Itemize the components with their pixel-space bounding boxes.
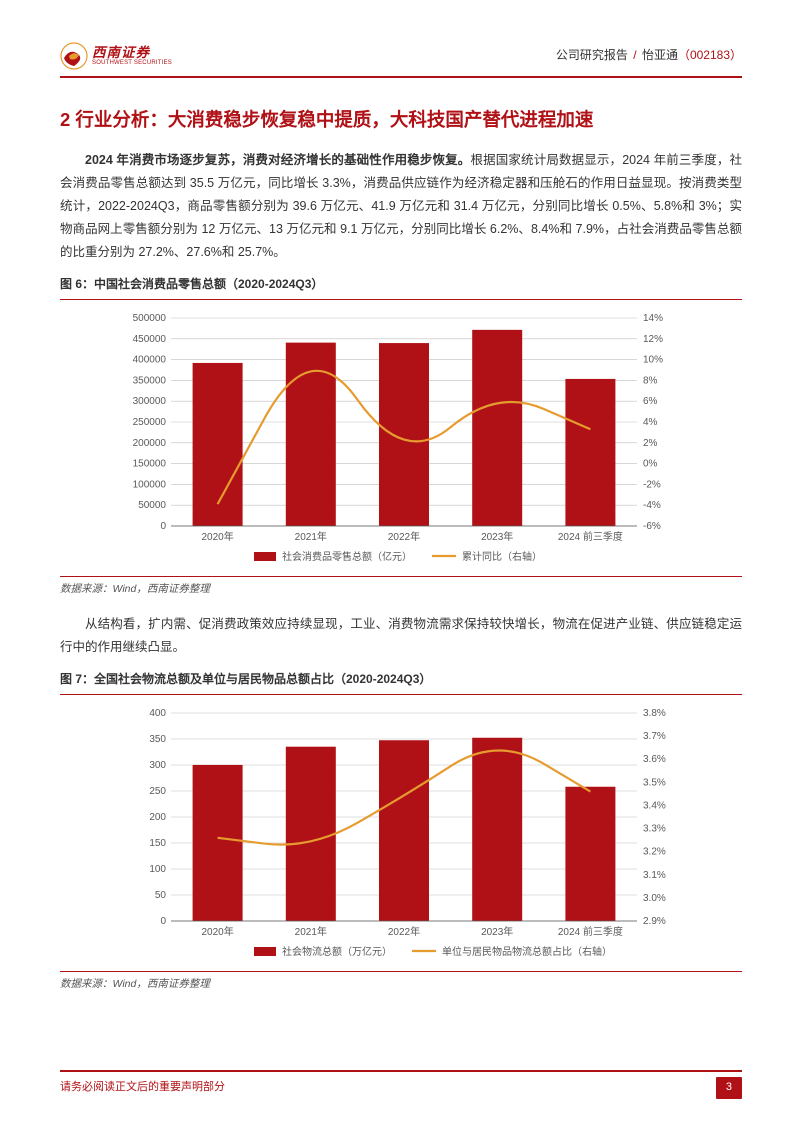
footer-text: 请务必阅读正文后的重要声明部分 [60, 1078, 225, 1098]
figure7-chart: 0 50 100 150 200 250 300 350 400 2.9% 3.0% 3.1% 3.2%… [60, 699, 742, 969]
figure6-source: 数据来源：Wind，西南证券整理 [60, 576, 742, 599]
body-para-1: 2024 年消费市场逐步复苏，消费对经济增长的基础性作用稳步恢复。根据国家统计局… [60, 149, 742, 265]
figure7-title: 图 7：全国社会物流总额及单位与居民物品总额占比（2020-2024Q3） [60, 669, 742, 695]
logo-block: 西南证券 SOUTHWEST SECURITIES [60, 42, 172, 70]
svg-text:2022年: 2022年 [388, 925, 420, 938]
svg-text:3.4%: 3.4% [643, 800, 666, 811]
svg-text:400000: 400000 [133, 354, 167, 365]
svg-text:0%: 0% [643, 458, 658, 469]
svg-text:0: 0 [160, 521, 166, 532]
svg-text:-2%: -2% [643, 479, 661, 490]
svg-text:社会消费品零售总额（亿元）: 社会消费品零售总额（亿元） [282, 550, 412, 563]
report-type: 公司研究报告 [556, 48, 628, 62]
svg-text:2022年: 2022年 [388, 530, 420, 543]
svg-text:2%: 2% [643, 438, 658, 449]
logo-text-cn: 西南证券 [92, 46, 172, 60]
svg-text:100: 100 [149, 864, 166, 875]
svg-text:500000: 500000 [133, 313, 167, 324]
figure6-chart: 0 50000 100000 150000 200000 250000 300000 3500… [60, 304, 742, 574]
svg-text:3.3%: 3.3% [643, 823, 666, 834]
page-number: 3 [716, 1077, 742, 1099]
para1-lead: 2024 年消费市场逐步复苏，消费对经济增长的基础性作用稳步恢复。 [85, 153, 470, 167]
header-right: 公司研究报告 / 怡亚通（002183） [556, 45, 742, 67]
svg-text:2020年: 2020年 [201, 925, 233, 938]
svg-text:2024 前三季度: 2024 前三季度 [558, 925, 623, 938]
svg-text:-4%: -4% [643, 500, 661, 511]
svg-text:250000: 250000 [133, 417, 167, 428]
svg-text:8%: 8% [643, 375, 658, 386]
body-para-2: 从结构看，扩内需、促消费政策效应持续显现，工业、消费物流需求保持较快增长，物流在… [60, 613, 742, 659]
svg-text:14%: 14% [643, 313, 663, 324]
svg-text:100000: 100000 [133, 479, 167, 490]
svg-text:2020年: 2020年 [201, 530, 233, 543]
svg-text:50000: 50000 [138, 500, 166, 511]
svg-text:2021年: 2021年 [295, 925, 327, 938]
svg-text:2.9%: 2.9% [643, 916, 666, 927]
svg-text:3.5%: 3.5% [643, 777, 666, 788]
svg-text:-6%: -6% [643, 521, 661, 532]
svg-text:3.2%: 3.2% [643, 846, 666, 857]
svg-text:6%: 6% [643, 396, 658, 407]
svg-text:2023年: 2023年 [481, 530, 513, 543]
svg-text:4%: 4% [643, 417, 658, 428]
svg-text:单位与居民物品物流总额占比（右轴）: 单位与居民物品物流总额占比（右轴） [442, 945, 612, 958]
svg-text:400: 400 [149, 708, 166, 719]
company-name: 怡亚通 [642, 48, 678, 62]
svg-text:200000: 200000 [133, 438, 167, 449]
svg-text:10%: 10% [643, 354, 663, 365]
svg-text:2021年: 2021年 [295, 530, 327, 543]
svg-text:3.1%: 3.1% [643, 869, 666, 880]
svg-text:累计同比（右轴）: 累计同比（右轴） [462, 550, 542, 563]
svg-text:12%: 12% [643, 334, 663, 345]
svg-text:200: 200 [149, 812, 166, 823]
svg-text:450000: 450000 [133, 334, 167, 345]
svg-text:350: 350 [149, 734, 166, 745]
para1-rest: 根据国家统计局数据显示，2024 年前三季度，社会消费品零售总额达到 35.5 … [60, 153, 742, 260]
svg-text:2023年: 2023年 [481, 925, 513, 938]
svg-text:3.8%: 3.8% [643, 708, 666, 719]
svg-text:250: 250 [149, 786, 166, 797]
svg-text:50: 50 [155, 890, 167, 901]
logo-icon [60, 42, 88, 70]
svg-text:300: 300 [149, 760, 166, 771]
figure6-title: 图 6：中国社会消费品零售总额（2020-2024Q3） [60, 274, 742, 300]
figure7-source: 数据来源：Wind，西南证券整理 [60, 971, 742, 994]
svg-text:350000: 350000 [133, 375, 167, 386]
section-title: 2 行业分析：大消费稳步恢复稳中提质，大科技国产替代进程加速 [60, 106, 742, 135]
stock-code: （002183） [678, 48, 742, 62]
svg-text:3.0%: 3.0% [643, 893, 666, 904]
svg-text:150: 150 [149, 838, 166, 849]
svg-text:300000: 300000 [133, 396, 167, 407]
svg-text:2024 前三季度: 2024 前三季度 [558, 530, 623, 543]
svg-text:3.7%: 3.7% [643, 731, 666, 742]
svg-text:150000: 150000 [133, 458, 167, 469]
page-footer: 请务必阅读正文后的重要声明部分 3 [60, 1070, 742, 1099]
svg-text:3.6%: 3.6% [643, 754, 666, 765]
svg-text:0: 0 [160, 916, 166, 927]
svg-text:社会物流总额（万亿元）: 社会物流总额（万亿元） [282, 945, 392, 958]
logo-text-en: SOUTHWEST SECURITIES [92, 60, 172, 66]
page-header: 西南证券 SOUTHWEST SECURITIES 公司研究报告 / 怡亚通（0… [60, 42, 742, 78]
